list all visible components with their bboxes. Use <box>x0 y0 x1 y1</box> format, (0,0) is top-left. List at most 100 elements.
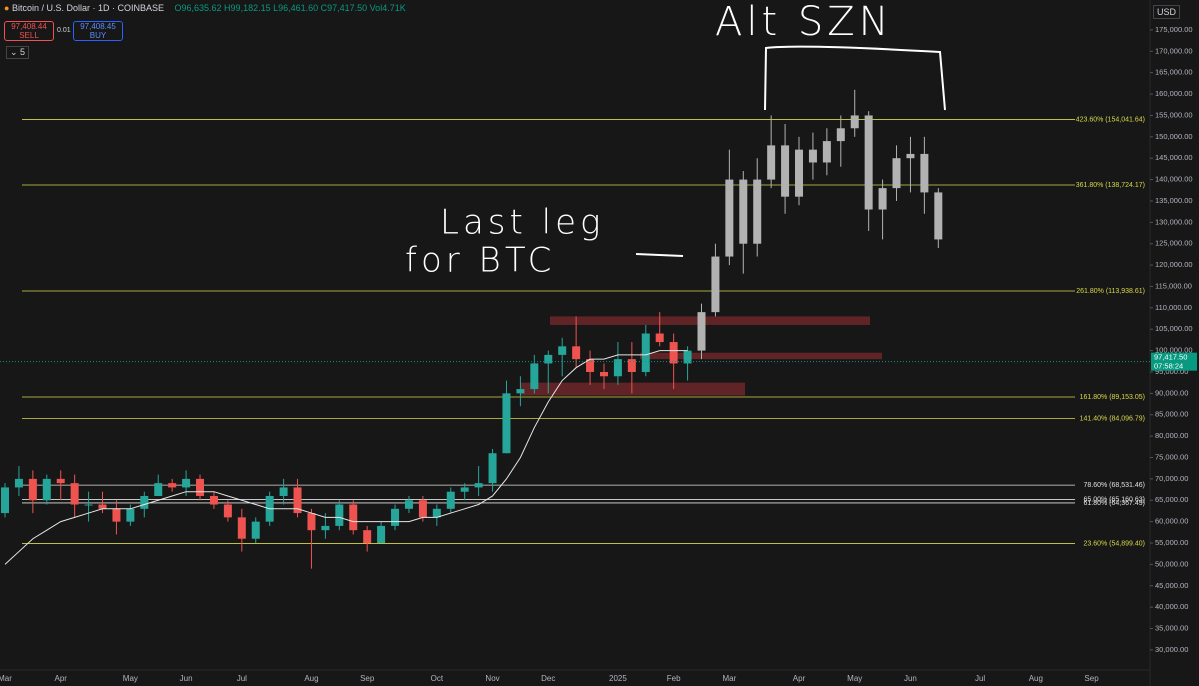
x-tick-label: Sep <box>360 674 375 683</box>
annotation: Last leg <box>440 203 604 243</box>
sell-button[interactable]: 97,408.44 SELL <box>4 21 54 41</box>
candle-body <box>377 525 386 544</box>
candle-body <box>599 371 608 377</box>
price-axis-bg <box>1150 0 1199 686</box>
fib-label: 423.60% (154,041.64) <box>1076 116 1145 123</box>
y-tick-label: 140,000.00 <box>1155 175 1193 184</box>
candle-body <box>279 487 288 496</box>
buy-button[interactable]: 97,408.45 BUY <box>73 21 123 41</box>
candle-body <box>321 525 330 531</box>
candle-body <box>808 149 817 163</box>
candle-body <box>558 346 567 355</box>
x-tick-label: Apr <box>793 674 806 683</box>
fib-label: 61.80% (64,367.49) <box>1084 500 1146 507</box>
last-price-tag <box>1151 352 1197 371</box>
x-tick-label: Aug <box>1029 674 1043 683</box>
candle-body <box>906 153 915 159</box>
candle-body <box>363 530 372 544</box>
candle-body <box>446 491 455 509</box>
candle-body <box>544 354 553 364</box>
y-tick-label: 120,000.00 <box>1155 260 1193 269</box>
candle-body <box>488 453 497 484</box>
y-tick-label: 165,000.00 <box>1155 68 1193 77</box>
candle-body <box>307 513 316 531</box>
candle-body <box>530 363 539 390</box>
candle-body <box>404 500 413 509</box>
candle-body <box>655 333 664 343</box>
x-tick-label: May <box>847 674 862 683</box>
candle-body <box>516 389 525 394</box>
candle-body <box>126 508 135 522</box>
candle-body <box>864 115 873 210</box>
candle-body <box>767 145 776 180</box>
candle-body <box>140 495 149 509</box>
candle-body <box>739 179 748 244</box>
fib-label: 65.00% (65,160.63) <box>1084 496 1146 503</box>
x-tick-label: Dec <box>541 674 555 683</box>
zone <box>640 352 882 360</box>
y-tick-label: 75,000.00 <box>1155 452 1188 461</box>
x-tick-label: Jul <box>975 674 985 683</box>
candle-body <box>432 508 441 518</box>
y-tick-label: 115,000.00 <box>1155 281 1192 290</box>
candle-body <box>474 483 483 488</box>
y-tick-label: 70,000.00 <box>1155 474 1188 483</box>
y-tick-label: 30,000.00 <box>1155 645 1188 654</box>
x-tick-label: Jun <box>904 674 917 683</box>
x-tick-label: Aug <box>304 674 318 683</box>
candle-body <box>251 521 260 539</box>
y-tick-label: 100,000.00 <box>1155 346 1193 355</box>
y-tick-label: 80,000.00 <box>1155 431 1188 440</box>
last-price-label: 97,417.50 <box>1154 353 1187 362</box>
y-tick-label: 105,000.00 <box>1155 324 1193 333</box>
candle-body <box>822 141 831 163</box>
btc-icon: ● <box>4 3 10 13</box>
candle-body <box>683 350 692 364</box>
candle-body <box>70 483 79 505</box>
candle-body <box>349 504 358 531</box>
candle-body <box>836 128 845 142</box>
spread: 0.01 <box>57 27 71 34</box>
x-tick-label: Nov <box>485 674 499 683</box>
candle-body <box>335 504 344 526</box>
y-tick-label: 65,000.00 <box>1155 495 1188 504</box>
candle-body <box>753 179 762 244</box>
candle-body <box>196 478 205 496</box>
candle-body <box>892 158 901 189</box>
bracket <box>764 45 946 111</box>
candle-body <box>850 115 859 129</box>
interval-toggle[interactable]: ⌄ 5 <box>6 46 30 59</box>
candle-body <box>920 153 929 193</box>
currency[interactable]: USD <box>1153 5 1181 19</box>
y-tick-label: 95,000.00 <box>1155 367 1188 376</box>
y-tick-label: 160,000.00 <box>1155 89 1193 98</box>
candle-body <box>293 487 302 514</box>
buy-label: BUY <box>89 31 107 40</box>
fib-label: 261.80% (113,938.61) <box>1076 288 1145 295</box>
candle-body <box>14 478 23 488</box>
x-tick-label: Sep <box>1084 674 1099 683</box>
candle-body <box>613 359 622 377</box>
fib-label: 161.80% (89,153.05) <box>1080 394 1145 401</box>
sell-price: 97,408.44 <box>11 22 47 31</box>
candle-body <box>725 179 734 257</box>
candle-body <box>56 478 65 484</box>
fib-label: 78.60% (68,531.46) <box>1084 482 1146 489</box>
candle-body <box>168 483 177 488</box>
buy-price: 97,408.45 <box>80 22 116 31</box>
x-tick-label: Oct <box>431 674 444 683</box>
y-tick-label: 85,000.00 <box>1155 410 1188 419</box>
symbol-row: ● Bitcoin / U.S. Dollar · 1D · COINBASE … <box>4 3 406 13</box>
candle-body <box>237 517 246 539</box>
fib-label: 361.80% (138,724.17) <box>1076 182 1145 189</box>
x-tick-label: 2025 <box>609 674 627 683</box>
x-tick-label: Feb <box>667 674 681 683</box>
candle-body <box>627 359 636 372</box>
zone <box>520 382 745 396</box>
candle-body <box>795 149 804 197</box>
interval-count: 5 <box>20 47 26 57</box>
annotation: for BTC <box>405 241 555 281</box>
ohlc: O96,635.62 H99,182.15 L96,461.60 C97,417… <box>174 3 406 13</box>
candle-body <box>934 192 943 240</box>
candle-body <box>669 342 678 364</box>
